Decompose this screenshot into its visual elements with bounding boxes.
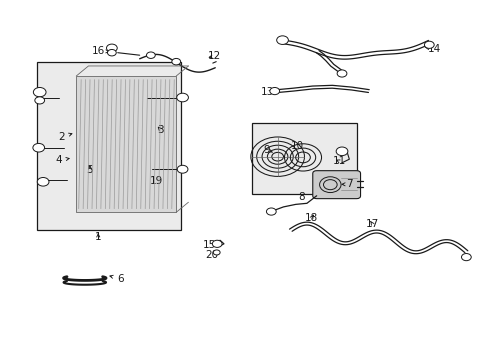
Text: 9: 9 (263, 144, 272, 154)
Circle shape (33, 143, 44, 152)
Circle shape (35, 97, 44, 104)
Bar (251, 123, 356, 194)
FancyBboxPatch shape (312, 171, 360, 199)
Circle shape (212, 240, 222, 247)
Circle shape (107, 49, 116, 56)
Circle shape (106, 44, 117, 52)
Bar (37, 62, 181, 230)
Text: 4: 4 (56, 155, 69, 165)
Text: 16: 16 (91, 46, 109, 56)
Text: 17: 17 (365, 219, 378, 229)
Circle shape (171, 58, 180, 65)
Text: 6: 6 (110, 274, 123, 284)
Circle shape (336, 70, 346, 77)
Text: 12: 12 (207, 51, 221, 61)
Circle shape (461, 253, 470, 261)
Circle shape (176, 93, 188, 102)
Text: 5: 5 (86, 165, 93, 175)
Text: 3: 3 (157, 125, 163, 135)
Text: 1: 1 (95, 232, 102, 242)
Text: 15: 15 (203, 240, 216, 250)
Text: 11: 11 (332, 156, 346, 166)
Circle shape (213, 250, 220, 255)
Circle shape (33, 87, 46, 97)
Text: 20: 20 (205, 250, 218, 260)
Text: 10: 10 (290, 141, 303, 151)
Text: 2: 2 (58, 132, 72, 142)
Circle shape (146, 52, 155, 58)
Circle shape (269, 87, 279, 95)
Circle shape (37, 177, 49, 186)
Circle shape (335, 147, 347, 156)
Circle shape (424, 41, 433, 48)
Text: 13: 13 (261, 87, 277, 97)
Circle shape (266, 208, 276, 215)
Text: 18: 18 (305, 213, 318, 222)
Text: 7: 7 (342, 179, 352, 189)
Text: 8: 8 (298, 192, 305, 202)
Text: 19: 19 (150, 176, 163, 186)
Bar (76, 76, 176, 212)
Text: 14: 14 (425, 44, 440, 54)
Circle shape (276, 36, 288, 44)
Circle shape (177, 165, 187, 173)
